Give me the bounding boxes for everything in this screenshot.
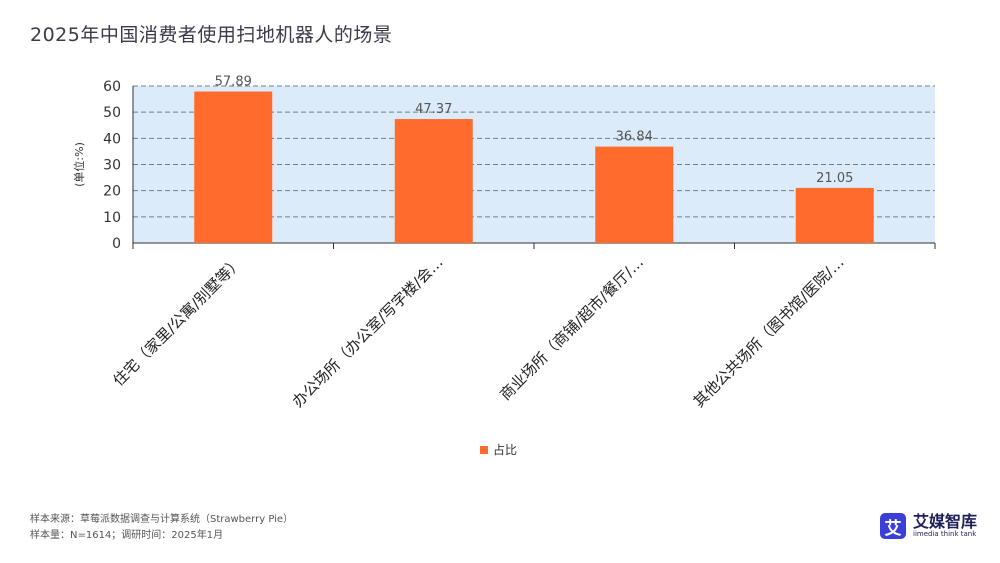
- y-tick-label: 30: [103, 158, 121, 174]
- bar: [795, 187, 874, 243]
- y-tick-label: 20: [103, 184, 121, 200]
- bar-value-label: 36.84: [616, 130, 653, 145]
- brand-mark-icon: 艾: [880, 513, 906, 539]
- footer-notes: 样本来源：草莓派数据调查与计算系统（Strawberry Pie） 样本量：N=…: [30, 512, 293, 544]
- x-category-label: 其他公共场所（图书馆/医院/…: [690, 253, 848, 411]
- x-category-label: 办公场所（办公室/写字楼/会…: [289, 253, 447, 411]
- bar-value-label: 57.89: [215, 75, 252, 90]
- brand-name-en: iimedia think tank: [913, 530, 977, 538]
- y-tick-label: 40: [103, 131, 121, 147]
- y-axis-title: (单位:%): [72, 142, 86, 187]
- legend-label: 占比: [493, 443, 518, 457]
- y-tick-label: 60: [103, 79, 121, 95]
- bar: [194, 91, 273, 243]
- brand-logo: 艾 艾媒智库 iimedia think tank: [880, 513, 977, 539]
- legend-swatch: [480, 445, 488, 454]
- chart-legend: 占比: [480, 441, 517, 458]
- bar: [394, 119, 473, 243]
- footer-source: 样本来源：草莓派数据调查与计算系统（Strawberry Pie）: [30, 514, 294, 525]
- y-tick-label: 0: [112, 236, 121, 252]
- footer-sample: 样本量：N=1614；调研时间：2025年1月: [30, 530, 224, 541]
- chart-title: 2025年中国消费者使用扫地机器人的场景: [30, 24, 393, 46]
- x-category-label: 商业场所（商铺/超市/餐厅/…: [496, 253, 647, 404]
- bar: [595, 146, 674, 243]
- x-category-label: 住宅（家里/公寓/别墅等）: [110, 253, 247, 390]
- brand-text: 艾媒智库 iimedia think tank: [913, 513, 977, 539]
- y-tick-label: 10: [103, 210, 121, 226]
- bar-value-label: 47.37: [415, 102, 452, 117]
- bar-value-label: 21.05: [816, 171, 853, 186]
- y-tick-label: 50: [103, 105, 121, 121]
- brand-name-cn: 艾媒智库: [913, 512, 978, 531]
